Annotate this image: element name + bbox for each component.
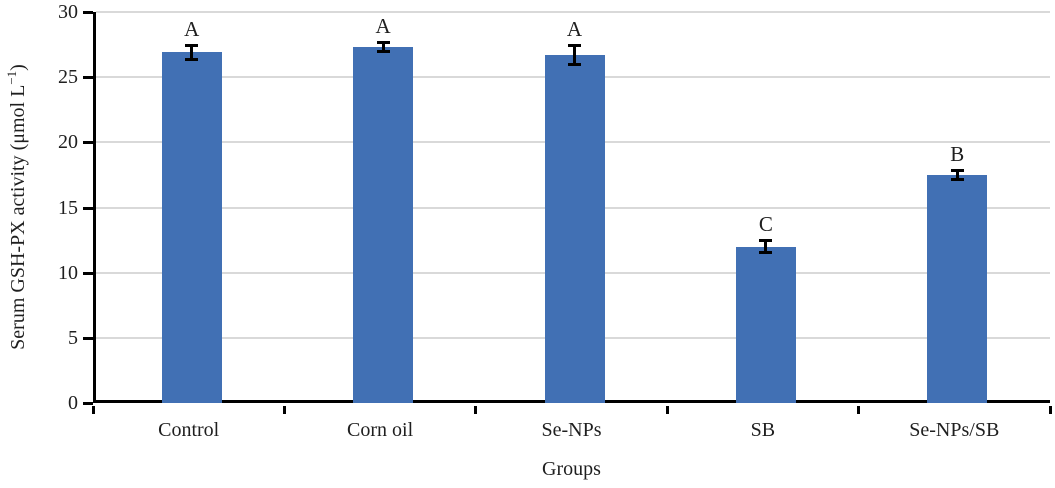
y-tick-mark-10: [83, 271, 93, 275]
error-bar-cap-top-se-nps: [568, 43, 581, 47]
bar-se-nps: [544, 55, 605, 403]
error-bar-cap-bottom-se-nps: [568, 63, 581, 67]
x-category-label-se-nps: Se-NPs: [541, 419, 602, 441]
error-bar-cap-bottom-corn-oil: [376, 50, 390, 54]
x-category-label-control: Control: [158, 419, 220, 441]
y-tick-mark-15: [83, 206, 93, 210]
x-tick-mark-1: [282, 406, 286, 414]
error-bar-cap-bottom-se-nps-sb: [950, 178, 964, 182]
error-bar-line-corn-oil: [381, 41, 385, 53]
significance-letter-control: A: [184, 16, 200, 41]
y-tick-mark-5: [83, 336, 93, 340]
bar-corn-oil: [353, 47, 414, 403]
error-bar-cap-top-corn-oil: [376, 40, 390, 44]
y-axis-title-text: Serum GSH-PX activity (μmol L: [6, 84, 29, 350]
error-bar-line-se-nps-sb: [955, 169, 959, 181]
x-tick-mark-3: [665, 406, 669, 414]
significance-letter-sb: C: [758, 212, 773, 237]
error-bar-cap-top-sb: [759, 239, 773, 243]
x-tick-mark-5: [1048, 406, 1052, 414]
y-tick-mark-0: [83, 402, 93, 405]
bar-control: [161, 52, 222, 403]
x-tick-mark-2: [474, 406, 478, 414]
bar-sb: [735, 246, 796, 403]
significance-letter-se-nps: A: [566, 16, 583, 41]
error-bar-cap-bottom-control: [185, 58, 199, 62]
gridline-y-30: [96, 11, 1050, 13]
y-tick-mark-25: [83, 76, 93, 80]
y-tick-mark-30: [83, 11, 93, 14]
y-tick-label-0: 0: [68, 392, 78, 414]
y-axis-title: Serum GSH-PX activity (μmol L−1): [4, 64, 30, 350]
error-bar-line-sb: [764, 240, 768, 254]
y-tick-label-5: 5: [68, 326, 78, 349]
y-axis-title-close-paren: ): [6, 64, 29, 71]
y-axis-title-superscript: −1: [4, 70, 20, 85]
significance-letter-se-nps-sb: B: [950, 141, 965, 166]
error-bar-line-control: [190, 44, 194, 61]
error-bar-cap-top-se-nps-sb: [950, 168, 964, 172]
error-bar-cap-bottom-sb: [759, 251, 773, 255]
x-axis-title: Groups: [542, 458, 601, 480]
error-bar-cap-top-control: [185, 43, 199, 47]
y-tick-label-20: 20: [58, 131, 78, 154]
x-tick-mark-0: [91, 406, 95, 414]
y-tick-label-15: 15: [58, 196, 78, 219]
x-category-label-sb: SB: [750, 419, 776, 441]
y-tick-mark-20: [83, 141, 93, 145]
x-tick-mark-4: [857, 406, 861, 414]
error-bar-line-se-nps: [573, 44, 576, 66]
y-tick-label-10: 10: [58, 261, 78, 284]
x-category-label-se-nps-sb: Se-NPs/SB: [909, 419, 1000, 441]
y-tick-label-25: 25: [58, 66, 78, 89]
bar-se-nps-sb: [927, 174, 988, 403]
x-category-label-corn-oil: Corn oil: [347, 419, 414, 441]
significance-letter-corn-oil: A: [375, 13, 391, 38]
y-tick-label-30: 30: [58, 1, 78, 23]
plot-area: A A A C B: [93, 11, 1050, 403]
